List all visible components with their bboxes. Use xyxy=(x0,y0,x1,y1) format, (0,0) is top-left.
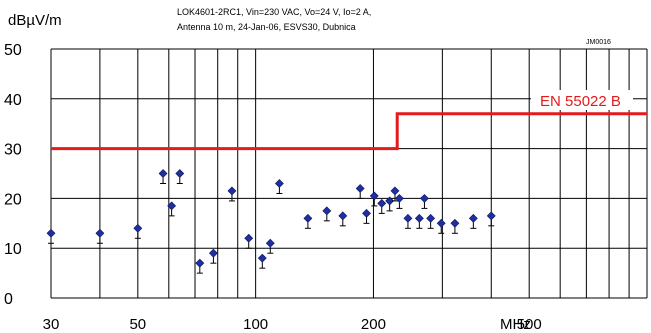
data-point xyxy=(133,223,143,239)
diamond-marker xyxy=(195,258,205,268)
data-point xyxy=(208,248,218,264)
diamond-marker xyxy=(322,206,332,216)
data-point xyxy=(158,169,168,184)
data-point xyxy=(175,169,185,184)
diamond-marker xyxy=(362,208,371,218)
x-tick-label: 100 xyxy=(243,316,268,333)
data-point xyxy=(338,211,348,227)
data-point xyxy=(369,191,379,207)
diamond-marker xyxy=(227,186,237,196)
data-point xyxy=(426,213,436,229)
diamond-marker xyxy=(338,211,348,221)
x-axis-label: MHz xyxy=(500,316,531,333)
data-point xyxy=(195,258,205,274)
data-point xyxy=(95,228,105,244)
data-point xyxy=(355,184,365,199)
data-point xyxy=(362,208,371,224)
diamond-marker xyxy=(394,193,404,203)
diamond-marker xyxy=(257,253,267,263)
diamond-marker xyxy=(355,184,365,193)
diamond-marker xyxy=(133,223,143,233)
x-tick-label: 50 xyxy=(129,316,146,333)
diamond-marker xyxy=(468,213,478,223)
diamond-marker xyxy=(377,198,387,208)
y-tick-label: 50 xyxy=(4,42,22,59)
data-points xyxy=(46,169,496,274)
y-tick-label: 10 xyxy=(4,241,22,258)
x-tick-labels: 30 50 100 200 500 xyxy=(43,316,542,333)
diamond-marker xyxy=(175,169,185,178)
diamond-marker xyxy=(265,238,275,248)
data-point xyxy=(46,228,56,244)
data-point xyxy=(227,186,237,202)
y-tick-label: 0 xyxy=(4,291,13,308)
data-point xyxy=(385,196,395,212)
diamond-marker xyxy=(420,193,429,203)
diamond-marker xyxy=(95,228,105,238)
chart-title-line-1: LOK4601-2RC1, Vin=230 VAC, Vo=24 V, Io=2… xyxy=(177,7,371,17)
data-point xyxy=(420,193,429,209)
diamond-marker xyxy=(390,186,400,196)
diamond-marker xyxy=(436,218,446,228)
legend-entry-en55022b: EN 55022 B xyxy=(540,93,621,110)
grid xyxy=(50,48,648,299)
data-point xyxy=(436,218,446,234)
data-point xyxy=(322,206,332,222)
x-tick-label: 500 xyxy=(517,316,542,333)
y-axis-label: dBµV/m xyxy=(8,12,62,29)
diamond-marker xyxy=(385,196,395,206)
diamond-marker xyxy=(208,248,218,258)
data-point xyxy=(394,193,404,209)
x-tick-label: 200 xyxy=(361,316,386,333)
chart-title-line-2: Antenna 10 m, 24-Jan-06, ESVS30, Dubnica xyxy=(177,22,356,32)
limit-line-path xyxy=(51,112,647,151)
diamond-marker xyxy=(486,211,496,221)
data-point xyxy=(244,233,254,249)
y-tick-label: 20 xyxy=(4,191,22,208)
data-point xyxy=(414,213,424,229)
diamond-marker xyxy=(46,228,56,238)
diamond-marker xyxy=(414,213,424,223)
y-tick-label: 40 xyxy=(4,92,22,109)
data-point xyxy=(265,238,275,254)
diamond-marker xyxy=(303,213,313,223)
data-point xyxy=(167,201,177,217)
diamond-marker xyxy=(244,233,254,243)
legend-background xyxy=(531,90,633,110)
data-point xyxy=(303,213,313,229)
limit-line xyxy=(51,112,647,151)
diamond-marker xyxy=(450,218,460,228)
data-point xyxy=(486,211,496,227)
data-point xyxy=(257,253,267,269)
y-tick-labels: 0 10 20 30 40 50 xyxy=(4,42,22,308)
x-tick-label: 30 xyxy=(43,316,60,333)
reference-code: JM0016 xyxy=(586,39,611,46)
diamond-marker xyxy=(274,179,284,188)
diamond-marker xyxy=(426,213,436,223)
data-point xyxy=(468,213,478,229)
data-point xyxy=(377,198,387,214)
diamond-marker xyxy=(403,213,413,223)
data-point xyxy=(450,218,460,234)
y-tick-label: 30 xyxy=(4,142,22,159)
data-point xyxy=(403,213,413,229)
diamond-marker xyxy=(369,191,379,201)
data-point xyxy=(274,179,284,194)
data-point xyxy=(390,186,400,202)
diamond-marker xyxy=(167,201,177,211)
diamond-marker xyxy=(158,169,168,178)
